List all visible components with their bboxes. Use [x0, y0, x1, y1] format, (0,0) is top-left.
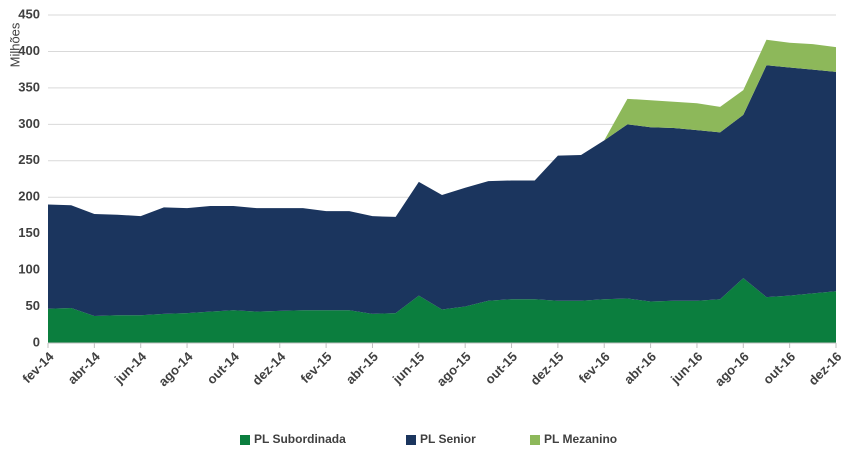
legend-swatch [240, 435, 250, 445]
x-tick-label: ago-15 [433, 349, 473, 389]
y-tick-label: 0 [33, 334, 40, 349]
y-tick-label: 300 [18, 116, 40, 131]
legend-swatch [530, 435, 540, 445]
legend-label: PL Mezanino [544, 432, 617, 446]
y-axis-label: Milhões [7, 22, 22, 67]
y-tick-label: 250 [18, 152, 40, 167]
x-tick-label: out-15 [482, 349, 520, 387]
area [48, 278, 836, 343]
x-tick-label: jun-14 [111, 348, 150, 387]
legend-label: PL Subordinada [254, 432, 346, 446]
area [48, 39, 836, 217]
x-tick-label: jun-16 [667, 349, 705, 387]
y-tick-label: 150 [18, 225, 40, 240]
legend-swatch [406, 435, 416, 445]
legend-label: PL Senior [420, 432, 476, 446]
x-tick-label: abr-14 [65, 348, 104, 387]
x-tick-label: fev-15 [297, 349, 334, 386]
x-tick-label: jun-15 [389, 349, 427, 387]
x-tick-label: dez-14 [249, 348, 289, 388]
x-tick-label: dez-16 [805, 349, 844, 388]
y-tick-label: 100 [18, 262, 40, 277]
x-tick-label: fev-14 [19, 348, 57, 386]
x-tick-label: dez-15 [527, 349, 566, 388]
x-tick-label: ago-16 [712, 349, 752, 389]
x-tick-label: abr-15 [343, 349, 381, 387]
y-tick-label: 350 [18, 79, 40, 94]
x-tick-label: out-16 [760, 349, 798, 387]
x-tick-label: out-14 [204, 348, 243, 387]
y-tick-label: 400 [18, 43, 40, 58]
y-tick-label: 200 [18, 189, 40, 204]
x-tick-label: fev-16 [576, 349, 613, 386]
x-tick-label: ago-14 [155, 348, 196, 389]
x-tick-label: abr-16 [621, 349, 659, 387]
area [48, 65, 836, 317]
y-tick-label: 50 [26, 298, 40, 313]
y-tick-label: 450 [18, 6, 40, 21]
